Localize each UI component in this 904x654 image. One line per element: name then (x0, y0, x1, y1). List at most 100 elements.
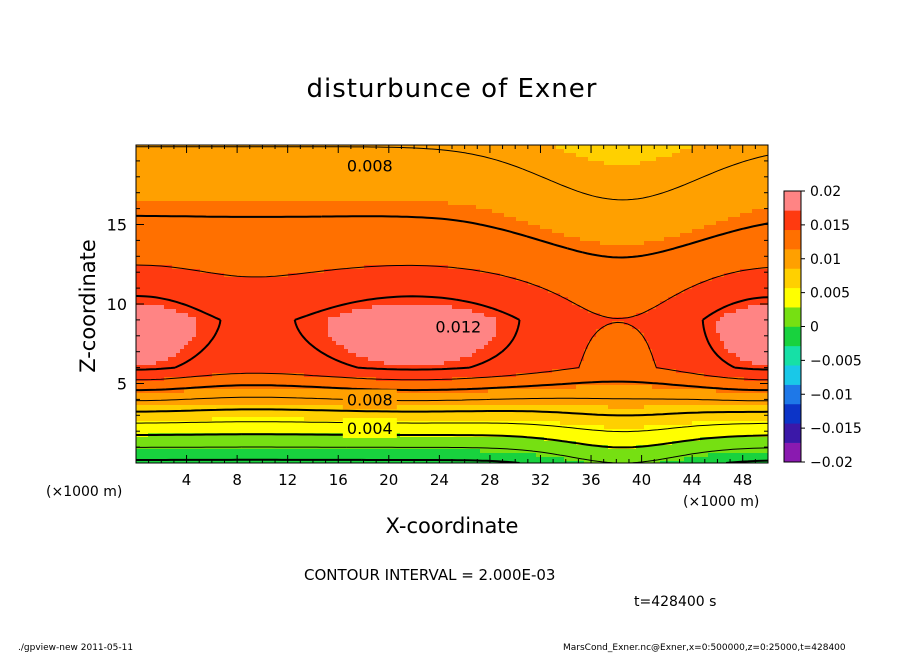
field-cell (244, 165, 249, 170)
field-cell (544, 169, 549, 174)
field-cell (332, 217, 337, 222)
field-cell (636, 181, 641, 186)
field-cell (696, 213, 701, 218)
field-cell (432, 145, 437, 150)
field-cell (672, 165, 677, 170)
field-cell (628, 217, 633, 222)
field-cell (236, 149, 241, 154)
field-cell (560, 265, 565, 270)
field-cell (640, 193, 645, 198)
field-cell (508, 145, 513, 150)
field-cell (360, 177, 365, 182)
field-cell (692, 213, 697, 218)
field-cell (216, 189, 221, 194)
field-cell (184, 205, 189, 210)
field-cell (688, 205, 693, 210)
field-cell (332, 197, 337, 202)
field-cell (396, 229, 401, 234)
field-cell (652, 153, 657, 158)
field-cell (612, 205, 617, 210)
field-cell (136, 201, 141, 206)
field-cell (160, 181, 165, 186)
field-cell (720, 221, 725, 226)
field-cell (460, 165, 465, 170)
field-cell (224, 165, 229, 170)
field-cell (432, 205, 437, 210)
field-cell (264, 161, 269, 166)
field-cell (276, 197, 281, 202)
field-cell (500, 229, 505, 234)
field-cell (212, 241, 217, 246)
field-cell (348, 265, 353, 270)
field-cell (592, 169, 597, 174)
field-cell (508, 181, 513, 186)
field-cell (460, 249, 465, 254)
field-cell (528, 225, 533, 230)
field-cell (636, 213, 641, 218)
field-cell (168, 157, 173, 162)
field-cell (640, 241, 645, 246)
field-cell (504, 237, 509, 242)
field-cell (432, 213, 437, 218)
field-cell (592, 193, 597, 198)
field-cell (764, 233, 768, 238)
field-cell (176, 209, 181, 214)
field-cell (640, 261, 645, 266)
field-cell (480, 181, 485, 186)
field-cell (728, 257, 733, 262)
field-cell (180, 241, 185, 246)
field-cell (456, 245, 461, 250)
field-cell (272, 161, 277, 166)
field-cell (664, 217, 669, 222)
field-cell (256, 229, 261, 234)
field-cell (612, 229, 617, 234)
field-cell (444, 153, 449, 158)
field-cell (252, 169, 257, 174)
field-cell (268, 237, 273, 242)
field-cell (280, 261, 285, 266)
field-cell (460, 221, 465, 226)
field-cell (292, 205, 297, 210)
field-cell (560, 237, 565, 242)
field-cell (744, 193, 749, 198)
field-cell (160, 185, 165, 190)
field-cell (588, 145, 593, 150)
field-cell (416, 185, 421, 190)
field-cell (336, 249, 341, 254)
field-cell (656, 205, 661, 210)
field-cell (400, 225, 405, 230)
field-cell (436, 145, 441, 150)
field-cell (760, 153, 765, 158)
field-cell (676, 205, 681, 210)
field-cell (756, 205, 761, 210)
field-cell (324, 161, 329, 166)
field-cell (420, 269, 425, 274)
field-cell (668, 145, 673, 150)
field-cell (408, 237, 413, 242)
field-cell (368, 185, 373, 190)
field-cell (308, 201, 313, 206)
field-cell (628, 153, 633, 158)
field-cell (648, 157, 653, 162)
field-cell (368, 205, 373, 210)
field-cell (640, 173, 645, 178)
field-cell (696, 201, 701, 206)
field-cell (336, 205, 341, 210)
field-cell (180, 257, 185, 262)
field-cell (592, 245, 597, 250)
field-cell (596, 157, 601, 162)
field-cell (640, 165, 645, 170)
field-cell (504, 241, 509, 246)
field-cell (432, 185, 437, 190)
field-cell (372, 217, 377, 222)
field-cell (324, 153, 329, 158)
field-cell (292, 253, 297, 258)
field-cell (480, 209, 485, 214)
field-cell (756, 253, 761, 258)
field-cell (596, 257, 601, 262)
field-cell (632, 209, 637, 214)
field-cell (144, 221, 149, 226)
field-cell (752, 161, 757, 166)
field-cell (452, 173, 457, 178)
field-cell (136, 173, 141, 178)
